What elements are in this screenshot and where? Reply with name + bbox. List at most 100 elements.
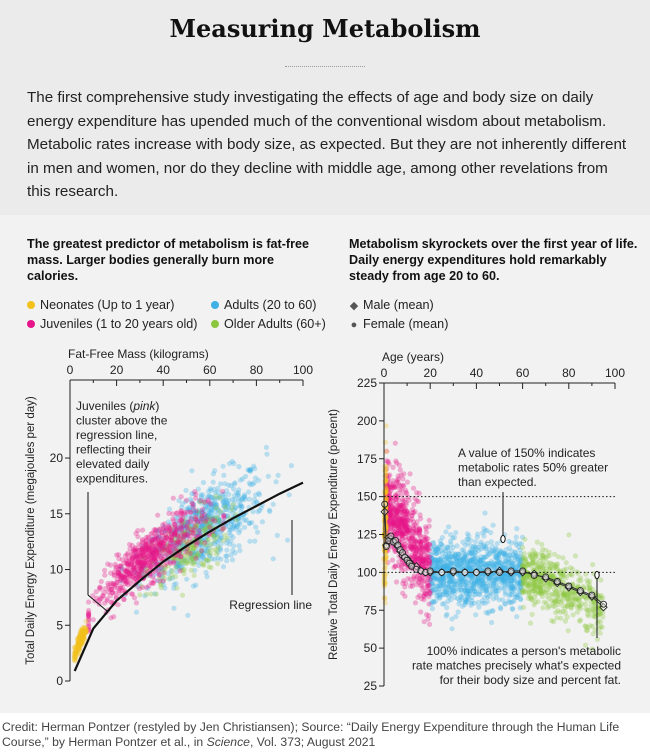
juvenile-point xyxy=(132,557,139,563)
adult-point xyxy=(192,508,198,514)
adult-point xyxy=(450,561,456,567)
adult-point xyxy=(516,581,522,588)
note-150-line: metabolic rates 50% greater xyxy=(458,461,608,475)
neonate-point xyxy=(79,634,85,640)
adult-point xyxy=(456,587,462,593)
adult-point xyxy=(450,554,456,560)
adult-point xyxy=(513,563,520,570)
adult-point xyxy=(488,561,494,567)
juvenile-point xyxy=(136,552,142,558)
adult-point xyxy=(197,530,203,536)
juvenile-point xyxy=(158,545,164,552)
adult-point xyxy=(192,551,198,557)
adult-point xyxy=(468,543,474,549)
juvenile-point xyxy=(188,509,194,515)
juvenile-point xyxy=(126,562,132,568)
adult-point xyxy=(494,555,501,561)
adult-point xyxy=(445,565,451,571)
adult-point xyxy=(229,557,236,563)
juvenile-point xyxy=(131,553,137,560)
juvenile-point xyxy=(221,512,227,518)
adult-point xyxy=(207,493,213,499)
adult-point xyxy=(499,549,505,555)
adult-point xyxy=(437,538,443,544)
adult-point xyxy=(486,561,492,567)
adult-point xyxy=(186,504,192,511)
older-adult-point xyxy=(202,518,208,525)
adult-point xyxy=(196,507,202,513)
juvenile-point xyxy=(162,553,168,559)
juvenile-point xyxy=(141,560,148,566)
adult-point xyxy=(454,559,460,565)
adult-point xyxy=(464,536,470,543)
juvenile-point xyxy=(138,563,144,570)
adult-point xyxy=(204,514,210,520)
adult-point xyxy=(503,557,509,563)
adult-point xyxy=(198,515,205,521)
adult-point xyxy=(194,510,200,516)
neonate-point xyxy=(78,637,84,643)
juvenile-point xyxy=(396,462,402,468)
adult-point xyxy=(221,472,227,478)
neonate-point xyxy=(76,634,82,640)
juvenile-point xyxy=(132,575,138,582)
juvenile-point xyxy=(404,479,410,485)
adult-point xyxy=(440,582,446,588)
juvenile-point xyxy=(117,585,123,592)
older-adult-point xyxy=(190,545,196,551)
adult-point xyxy=(495,575,501,581)
adult-point xyxy=(236,530,242,536)
adult-point xyxy=(216,517,222,523)
neonate-point xyxy=(77,639,83,645)
juvenile-point xyxy=(149,558,155,564)
adult-point xyxy=(132,569,138,575)
adult-point xyxy=(450,535,456,541)
adult-point xyxy=(218,535,224,541)
adult-point xyxy=(484,594,491,600)
adult-point xyxy=(446,584,453,590)
adult-point xyxy=(468,550,475,556)
adult-point xyxy=(493,554,499,560)
adult-point xyxy=(209,524,215,530)
adult-point xyxy=(167,522,173,528)
adult-point xyxy=(190,502,196,509)
juvenile-point xyxy=(86,599,92,605)
juvenile-point xyxy=(389,557,396,563)
adult-point xyxy=(509,560,515,566)
juvenile-point xyxy=(164,535,170,541)
left-y-tick-label: 20 xyxy=(50,451,64,465)
adult-point xyxy=(519,555,526,561)
adult-point xyxy=(456,579,462,585)
adult-point xyxy=(145,585,151,591)
juvenile-point xyxy=(143,534,149,541)
older-adult-point xyxy=(206,557,212,563)
adult-point xyxy=(202,519,208,525)
adult-point xyxy=(212,490,218,496)
adult-point xyxy=(460,579,466,585)
adult-point xyxy=(181,522,187,528)
adult-point xyxy=(285,537,291,543)
adult-point xyxy=(440,576,446,582)
adult-point xyxy=(432,590,438,596)
adult-point xyxy=(213,515,219,521)
juvenile-point xyxy=(114,580,120,586)
juvenile-point xyxy=(166,528,173,534)
juvenile-point xyxy=(136,568,142,575)
adult-point xyxy=(195,526,201,532)
adult-point xyxy=(427,591,434,597)
juvenile-point xyxy=(160,542,167,548)
adult-point xyxy=(234,524,240,530)
adult-point xyxy=(206,522,212,529)
adult-point xyxy=(465,592,471,598)
adult-point xyxy=(446,579,453,585)
juvenile-point xyxy=(178,523,184,529)
juvenile-point xyxy=(129,552,136,558)
adult-point xyxy=(490,560,496,566)
older-adult-point xyxy=(199,539,205,545)
adult-point xyxy=(475,579,481,585)
juvenile-point xyxy=(117,563,123,569)
adult-point xyxy=(501,577,507,583)
older-adult-point xyxy=(165,550,171,556)
adult-point xyxy=(465,540,471,546)
adult-point xyxy=(461,587,467,594)
